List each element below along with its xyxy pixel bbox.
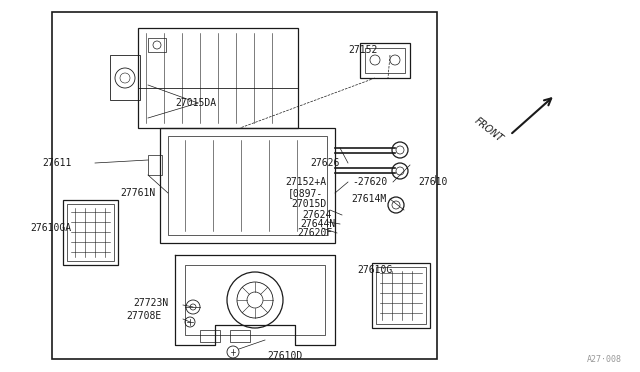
Text: 27610D: 27610D (267, 351, 302, 361)
Text: 27614M: 27614M (351, 194, 387, 204)
Bar (360, 43, 410, 78)
Text: 27624: 27624 (302, 210, 332, 220)
Text: 27626: 27626 (310, 158, 339, 168)
Text: 27015DA: 27015DA (175, 98, 216, 108)
Bar (185, 265, 325, 335)
Bar (200, 330, 220, 342)
Bar (138, 28, 298, 128)
Bar (63, 200, 118, 265)
Bar (376, 267, 426, 324)
Bar (160, 128, 335, 243)
Bar (168, 136, 327, 235)
Text: 27708E: 27708E (126, 311, 161, 321)
Bar (230, 330, 250, 342)
Bar (148, 155, 162, 175)
Text: A27·008: A27·008 (587, 356, 622, 365)
Text: 27152+A: 27152+A (285, 177, 326, 187)
Bar (365, 48, 405, 73)
Text: [0897-: [0897- (288, 188, 323, 198)
Text: 27610G: 27610G (357, 265, 392, 275)
Bar (52, 12, 437, 359)
Text: 27761N: 27761N (120, 188, 156, 198)
Bar (148, 38, 166, 52)
Text: 27611: 27611 (42, 158, 72, 168)
Bar (110, 55, 140, 100)
Text: 27723N: 27723N (133, 298, 168, 308)
Text: 27015D: 27015D (291, 199, 326, 209)
Polygon shape (175, 255, 335, 345)
Text: 27152: 27152 (348, 45, 378, 55)
Text: 27610: 27610 (418, 177, 447, 187)
Text: -27620: -27620 (352, 177, 387, 187)
Text: 27620F: 27620F (297, 228, 332, 238)
Text: FRONT: FRONT (473, 116, 505, 144)
Text: 27610GA: 27610GA (30, 223, 71, 233)
Text: 27644N: 27644N (300, 219, 335, 229)
Bar (372, 263, 430, 328)
Bar (67, 204, 114, 261)
